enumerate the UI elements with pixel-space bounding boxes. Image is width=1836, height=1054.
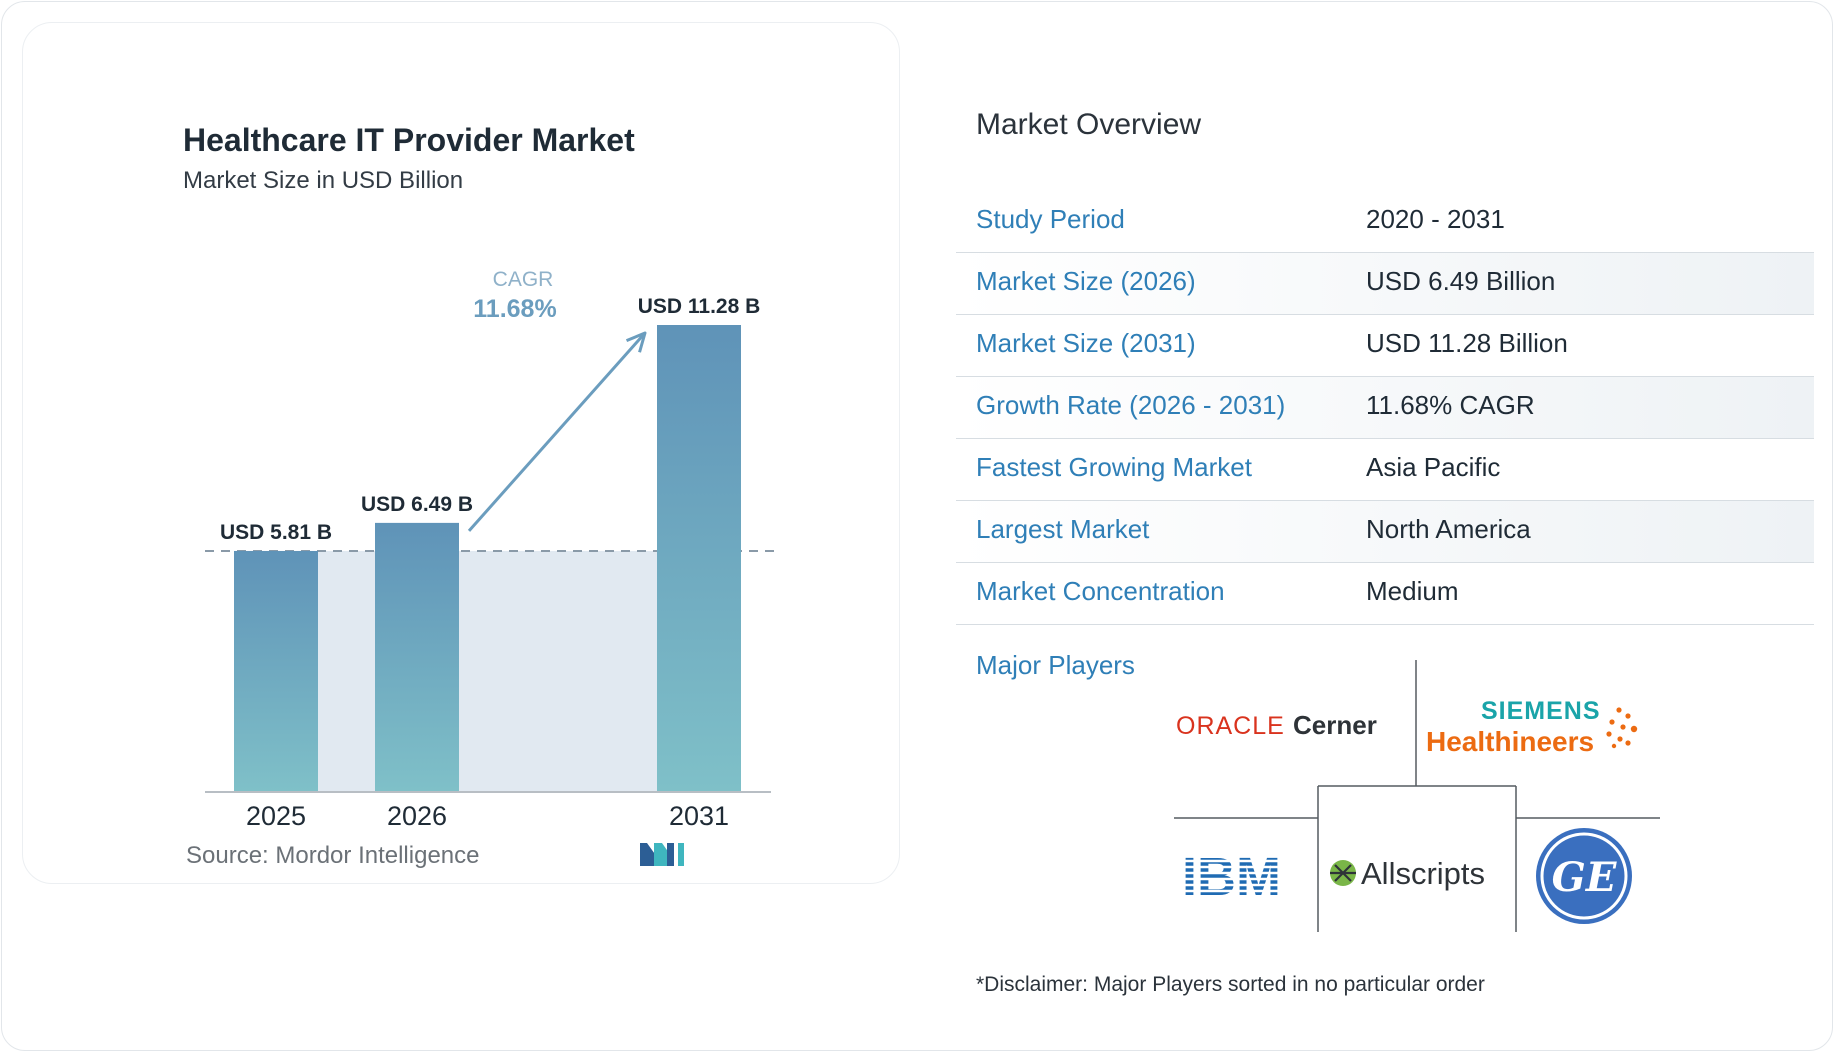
- data-label-2026: USD 6.49 B: [361, 493, 473, 516]
- row-key: Fastest Growing Market: [976, 452, 1252, 482]
- overview-row-concentration: Market Concentration Medium: [956, 563, 1814, 625]
- bar-2031: [657, 325, 741, 791]
- overview-row-largest-market: Largest Market North America: [956, 501, 1814, 563]
- bars-layer: USD 5.81 B 2025 USD 6.49 B 2026 USD 11.28 B 2…: [205, 295, 775, 831]
- ibm-stripes: [1176, 859, 1301, 893]
- major-players-grid: ORACLE Cerner SIEMENS Healthineers IBM: [1174, 660, 1660, 932]
- row-key: Study Period: [976, 204, 1125, 234]
- overview-row-fastest-growing: Fastest Growing Market Asia Pacific: [956, 439, 1814, 501]
- row-key: Market Concentration: [976, 576, 1225, 606]
- row-value: 11.68% CAGR: [1366, 390, 1535, 420]
- major-players-label: Major Players: [976, 650, 1135, 680]
- overview-title: Market Overview: [976, 108, 1202, 141]
- overview-row-study-period: Study Period 2020 - 2031: [956, 191, 1814, 253]
- cagr-value: 11.68%: [473, 295, 556, 323]
- oracle-cerner-logo: ORACLE Cerner: [1176, 710, 1377, 740]
- ge-monogram: GE: [1552, 854, 1617, 901]
- source-note: Source: Mordor Intelligence: [186, 842, 479, 869]
- healthineers-wordmark: Healthineers: [1426, 726, 1594, 757]
- cagr-arrow-line: [467, 332, 647, 532]
- allscripts-mark-icon: [1330, 860, 1356, 886]
- row-value: Medium: [1366, 576, 1459, 606]
- chart-card: Healthcare IT Provider Market Market Siz…: [22, 22, 900, 884]
- row-key: Largest Market: [976, 514, 1150, 544]
- overview-row-growth-rate: Growth Rate (2026 - 2031) 11.68% CAGR: [956, 377, 1814, 439]
- ibm-logo: IBM: [1176, 847, 1301, 907]
- bar-chart: Healthcare IT Provider Market Market Siz…: [183, 122, 775, 869]
- row-value: North America: [1366, 514, 1531, 544]
- data-label-2025: USD 5.81 B: [220, 521, 332, 544]
- chart-title: Healthcare IT Provider Market: [183, 122, 635, 158]
- row-value: 2020 - 2031: [1366, 204, 1505, 234]
- siemens-wordmark: SIEMENS: [1481, 697, 1601, 725]
- x-tick-2025: 2025: [246, 801, 306, 831]
- chart-subtitle: Market Size in USD Billion: [183, 167, 463, 194]
- cagr-label: CAGR: [493, 268, 554, 291]
- x-tick-2026: 2026: [387, 801, 447, 831]
- row-value: USD 6.49 Billion: [1366, 266, 1556, 296]
- siemens-healthineers-logo: SIEMENS Healthineers: [1426, 697, 1638, 757]
- overview-row-market-size-2031: Market Size (2031) USD 11.28 Billion: [956, 315, 1814, 377]
- baseline-band: [234, 550, 741, 791]
- cagr-arrow-head-icon: [625, 331, 647, 353]
- data-label-2031: USD 11.28 B: [638, 295, 761, 318]
- bar-2026: [375, 522, 459, 791]
- row-key: Growth Rate (2026 - 2031): [976, 390, 1286, 420]
- mordor-logo-icon: [640, 843, 684, 866]
- bar-2025: [234, 550, 318, 791]
- ibm-wordmark: IBM: [1182, 847, 1281, 907]
- row-value: Asia Pacific: [1366, 452, 1501, 482]
- ge-logo: GE: [1536, 828, 1632, 924]
- overview-row-market-size-2026: Market Size (2026) USD 6.49 Billion: [956, 253, 1814, 315]
- cerner-wordmark: Cerner: [1293, 710, 1377, 740]
- row-key: Market Size (2026): [976, 266, 1196, 296]
- x-tick-2031: 2031: [669, 801, 729, 831]
- oracle-wordmark: ORACLE: [1176, 712, 1285, 740]
- row-key: Market Size (2031): [976, 328, 1196, 358]
- row-value: USD 11.28 Billion: [1366, 328, 1568, 358]
- allscripts-wordmark: Allscripts: [1361, 856, 1485, 891]
- disclaimer: *Disclaimer: Major Players sorted in no …: [976, 973, 1485, 996]
- market-overview: Market Overview Study Period 2020 - 2031…: [956, 0, 1816, 1054]
- allscripts-logo: Allscripts: [1330, 856, 1485, 891]
- healthineers-dots-icon: [1606, 707, 1638, 749]
